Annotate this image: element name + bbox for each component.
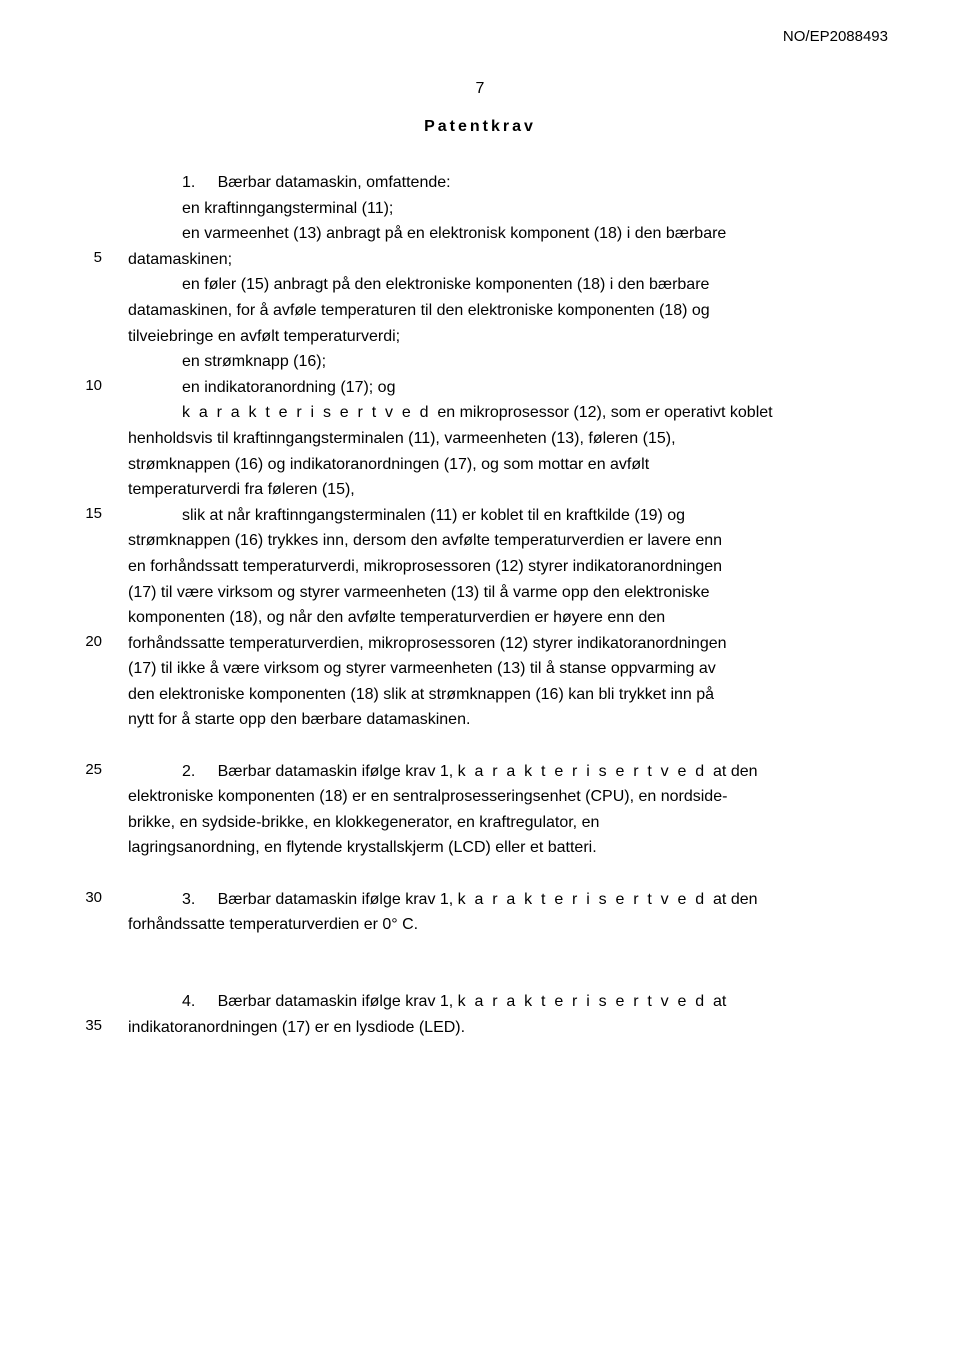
- claim-text: datamaskinen, for å avføle temperaturen …: [128, 298, 884, 324]
- document-id: NO/EP2088493: [783, 28, 888, 45]
- claim-text: en indikatoranordning (17); og: [128, 375, 884, 401]
- claim-text: en føler (15) anbragt på den elektronisk…: [128, 272, 884, 298]
- claim-text: elektroniske komponenten (18) er en sent…: [128, 784, 884, 810]
- claim-text: Bærbar datamaskin ifølge krav 1,: [218, 763, 458, 780]
- claim-1-line: 1. Bærbar datamaskin, omfattende:: [128, 170, 884, 196]
- page: NO/EP2088493 7 Patentkrav 5 10 15 20 25 …: [0, 0, 960, 1345]
- blank-line: [128, 938, 884, 964]
- claim-text-spaced: k a r a k t e r i s e r t v e d: [458, 763, 713, 780]
- claim-text: komponenten (18), og når den avfølte tem…: [128, 605, 884, 631]
- claim-text: indikatoranordningen (17) er en lysdiode…: [128, 1015, 884, 1041]
- claim-text-spaced: k a r a k t e r i s e r t v e d: [458, 993, 713, 1010]
- section-heading: Patentkrav: [0, 118, 960, 136]
- claim-text: temperaturverdi fra føleren (15),: [128, 477, 884, 503]
- claim-3-number: 3.: [182, 891, 195, 908]
- claim-text: strømknappen (16) trykkes inn, dersom de…: [128, 528, 884, 554]
- blank-line: [128, 733, 884, 759]
- claims-body: 1. Bærbar datamaskin, omfattende: en kra…: [128, 170, 884, 1040]
- claim-text: en strømknapp (16);: [128, 349, 884, 375]
- claim-2-number: 2.: [182, 763, 195, 780]
- claim-1-number: 1.: [182, 174, 195, 191]
- claim-4-line: 4. Bærbar datamaskin ifølge krav 1, k a …: [128, 989, 884, 1015]
- claim-text: k a r a k t e r i s e r t v e d en mikro…: [128, 400, 884, 426]
- claim-text: lagringsanordning, en flytende krystalls…: [128, 835, 884, 861]
- blank-line: [128, 963, 884, 989]
- claim-text-spaced: k a r a k t e r i s e r t v e d: [458, 891, 713, 908]
- claim-text: henholdsvis til kraftinngangsterminalen …: [128, 426, 884, 452]
- claim-text: en mikroprosessor (12), som er operativt…: [437, 404, 772, 421]
- claim-text: en varmeenhet (13) anbragt på en elektro…: [128, 221, 884, 247]
- page-number: 7: [0, 80, 960, 98]
- claim-3-line: 3. Bærbar datamaskin ifølge krav 1, k a …: [128, 887, 884, 913]
- claim-text: Bærbar datamaskin ifølge krav 1,: [218, 993, 458, 1010]
- blank-line: [128, 861, 884, 887]
- claim-text: strømknappen (16) og indikatoranordninge…: [128, 452, 884, 478]
- claim-text: nytt for å starte opp den bærbare datama…: [128, 707, 884, 733]
- claim-text: datamaskinen;: [128, 247, 884, 273]
- claim-text: den elektroniske komponenten (18) slik a…: [128, 682, 884, 708]
- claim-text: at: [713, 993, 726, 1010]
- claim-text-spaced: k a r a k t e r i s e r t v e d: [182, 404, 437, 421]
- claim-text: brikke, en sydside-brikke, en klokkegene…: [128, 810, 884, 836]
- line-number-25: 25: [72, 761, 102, 778]
- line-number-10: 10: [72, 377, 102, 394]
- claim-text: forhåndssatte temperaturverdien, mikropr…: [128, 631, 884, 657]
- claim-text: (17) til være virksom og styrer varmeenh…: [128, 580, 884, 606]
- line-number-15: 15: [72, 505, 102, 522]
- claim-text: slik at når kraftinngangsterminalen (11)…: [128, 503, 884, 529]
- claim-text: tilveiebringe en avfølt temperaturverdi;: [128, 324, 884, 350]
- claim-4-number: 4.: [182, 993, 195, 1010]
- claim-text: at den: [713, 891, 757, 908]
- claim-text: Bærbar datamaskin, omfattende:: [218, 174, 451, 191]
- line-number-5: 5: [72, 249, 102, 266]
- claim-text: en forhåndssatt temperaturverdi, mikropr…: [128, 554, 884, 580]
- line-number-35: 35: [72, 1017, 102, 1034]
- claim-text: forhåndssatte temperaturverdien er 0° C.: [128, 912, 884, 938]
- claim-text: Bærbar datamaskin ifølge krav 1,: [218, 891, 458, 908]
- line-number-20: 20: [72, 633, 102, 650]
- claim-text: (17) til ikke å være virksom og styrer v…: [128, 656, 884, 682]
- claim-2-line: 2. Bærbar datamaskin ifølge krav 1, k a …: [128, 759, 884, 785]
- claim-text: at den: [713, 763, 757, 780]
- line-number-30: 30: [72, 889, 102, 906]
- claim-text: en kraftinngangsterminal (11);: [128, 196, 884, 222]
